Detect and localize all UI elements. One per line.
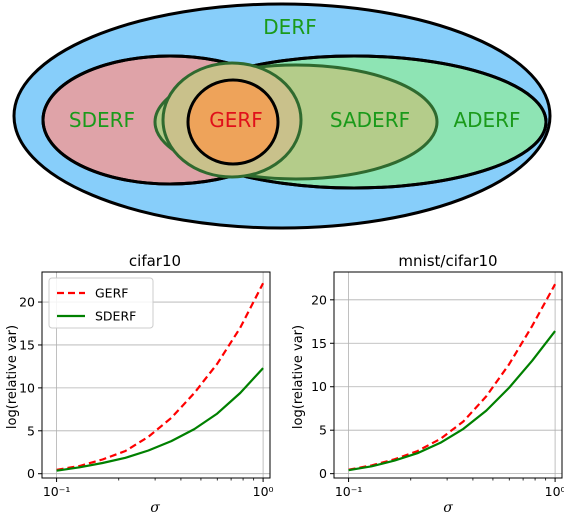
venn-diagram: DERF SDERF ADERF SADERF GERF [12, 2, 552, 230]
x-axis-label: σ [150, 500, 160, 516]
chart-title: cifar10 [129, 252, 181, 270]
sderf-label: SDERF [69, 108, 135, 132]
chart-mnist-cifar10: mnist/cifar10 log(relative var) σ 0 5 10 15… [291, 252, 564, 516]
x-tick-label: 10⁻¹ [43, 484, 71, 499]
series-line-sderf [348, 330, 556, 472]
y-tick-label: 15 [311, 336, 327, 351]
y-axis-label: log(relative var) [291, 325, 306, 429]
y-tick-label: 10 [19, 380, 35, 395]
y-tick-label: 20 [19, 295, 35, 310]
y-tick-label: 0 [27, 466, 35, 481]
y-tick-label: 10 [311, 379, 327, 394]
legend-entry: GERF [95, 286, 128, 301]
legend: GERF SDERF [48, 277, 154, 329]
gerf-region [186, 78, 280, 166]
plot-frame [41, 271, 271, 479]
x-axis-label: σ [443, 500, 453, 516]
x-tick-label: 10⁰ [253, 484, 274, 499]
chart-title: mnist/cifar10 [398, 252, 497, 270]
y-tick-label: 20 [311, 292, 327, 307]
y-tick-label: 5 [27, 423, 35, 438]
plot-frame [333, 271, 563, 479]
gerf-label: GERF [209, 108, 263, 132]
derf-label: DERF [263, 15, 316, 39]
series-line-gerf [348, 283, 557, 471]
x-tick-label: 10⁰ [545, 484, 564, 499]
y-tick-label: 15 [19, 337, 35, 352]
series-line-gerf [56, 282, 265, 471]
x-tick-label: 10⁻¹ [335, 484, 363, 499]
y-tick-label: 0 [319, 466, 327, 481]
y-axis-label: log(relative var) [5, 325, 20, 429]
chart-cifar10: cifar10 log(relative var) σ 0 5 10 15 20 10⁻¹… [5, 252, 274, 516]
aderf-label: ADERF [453, 108, 520, 132]
y-tick-label: 5 [319, 423, 327, 438]
saderf-label: SADERF [330, 108, 410, 132]
legend-entry: SDERF [95, 309, 136, 324]
series-line-sderf [56, 367, 264, 472]
